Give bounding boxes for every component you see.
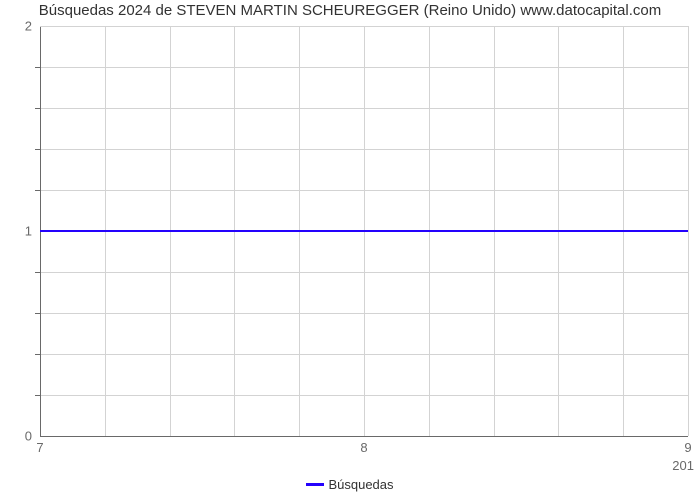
legend: Búsquedas — [0, 476, 700, 492]
y-tick-label: 2 — [25, 19, 32, 34]
legend-swatch — [306, 483, 324, 486]
y-tick-label: 1 — [25, 224, 32, 239]
x-tick-label: 9 — [684, 440, 691, 455]
series-line — [40, 230, 688, 232]
plot-right-border — [688, 26, 689, 436]
plot-top-border — [40, 26, 688, 27]
gridline-horizontal — [40, 67, 688, 68]
gridline-horizontal — [40, 354, 688, 355]
y-minor-tick — [35, 149, 40, 150]
gridline-horizontal — [40, 395, 688, 396]
gridline-horizontal — [40, 272, 688, 273]
y-minor-tick — [35, 108, 40, 109]
y-minor-tick — [35, 313, 40, 314]
corner-year-label: 201 — [672, 458, 694, 473]
y-minor-tick — [35, 395, 40, 396]
x-tick-label: 8 — [360, 440, 367, 455]
y-minor-tick — [35, 67, 40, 68]
y-minor-tick — [35, 190, 40, 191]
y-tick-label: 0 — [25, 429, 32, 444]
x-tick-label: 7 — [36, 440, 43, 455]
legend-label: Búsquedas — [328, 477, 393, 492]
y-minor-tick — [35, 354, 40, 355]
chart-title: Búsquedas 2024 de STEVEN MARTIN SCHEUREG… — [0, 2, 700, 19]
gridline-horizontal — [40, 190, 688, 191]
gridline-horizontal — [40, 108, 688, 109]
gridline-horizontal — [40, 313, 688, 314]
y-minor-tick — [35, 272, 40, 273]
x-axis-line — [40, 436, 688, 437]
gridline-horizontal — [40, 149, 688, 150]
